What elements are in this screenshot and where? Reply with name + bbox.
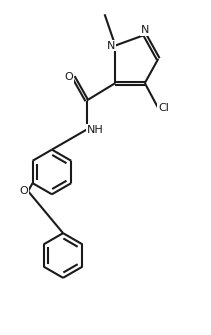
Text: Cl: Cl — [158, 103, 169, 113]
Text: O: O — [65, 72, 73, 82]
Text: O: O — [19, 186, 28, 196]
Text: N: N — [141, 25, 149, 35]
Text: N: N — [107, 41, 115, 51]
Text: NH: NH — [87, 125, 103, 135]
